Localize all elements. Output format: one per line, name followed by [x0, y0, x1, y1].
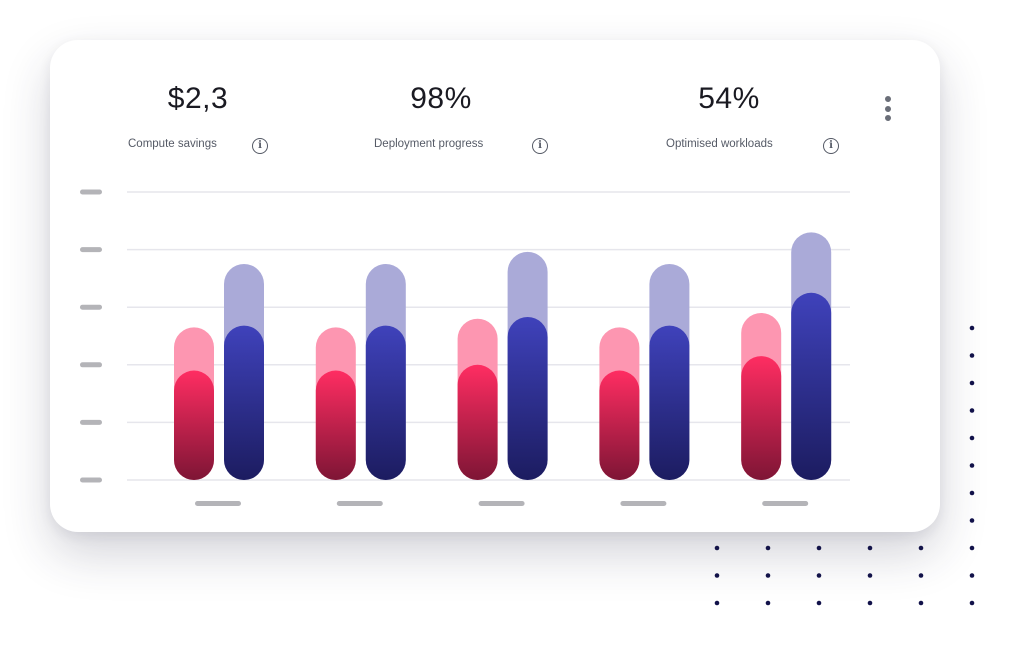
y-tick-label — [80, 419, 102, 425]
pattern-dot — [969, 408, 975, 413]
bar-chart — [80, 189, 850, 506]
pattern-dot — [969, 435, 975, 441]
stat-label: Optimised workloads — [666, 138, 773, 150]
bar-pink-front — [741, 356, 782, 480]
x-tick-label — [478, 501, 525, 506]
x-tick-label — [620, 501, 667, 506]
pattern-dot — [816, 545, 822, 551]
x-tick-label — [762, 501, 809, 506]
pattern-dot — [867, 573, 873, 578]
stat-value: 54% — [698, 82, 760, 115]
y-tick-label — [80, 304, 102, 310]
stat-label: Deployment progress — [374, 138, 484, 150]
stat-label: Compute savings — [128, 138, 217, 150]
pattern-dot — [765, 600, 771, 606]
bar-blue-front — [365, 325, 406, 480]
y-tick-label — [80, 477, 102, 483]
y-tick-label — [80, 247, 102, 253]
pattern-dot — [969, 573, 975, 578]
pattern-dot — [714, 600, 720, 606]
pattern-dot — [969, 325, 975, 331]
bar-blue-front — [791, 292, 832, 480]
stats-card: $2,3 Compute savings i 98% Deployment pr… — [50, 40, 940, 532]
bar-pink-front — [315, 370, 356, 480]
y-tick-label — [80, 362, 102, 368]
stat-value: 98% — [410, 82, 472, 115]
pattern-dot — [765, 545, 771, 551]
bar-pink-front — [174, 370, 214, 480]
pattern-dot — [969, 600, 975, 606]
bar-blue-front — [224, 325, 264, 480]
pattern-dot — [969, 490, 975, 496]
bar-blue-front — [507, 316, 548, 480]
pattern-dot — [867, 600, 873, 606]
pattern-dot — [816, 573, 822, 578]
pattern-dot — [918, 600, 924, 606]
pattern-dot — [714, 573, 720, 578]
pattern-dot — [969, 463, 975, 468]
pattern-dot — [918, 545, 924, 551]
stat-value: $2,3 — [167, 82, 229, 115]
pattern-dot — [969, 353, 975, 358]
bar-pink-front — [457, 364, 498, 480]
x-tick-label — [336, 501, 383, 506]
pattern-dot — [918, 573, 924, 578]
y-tick-label — [80, 189, 102, 195]
pattern-dot — [969, 545, 975, 551]
pattern-dot — [816, 600, 822, 606]
more-vertical-icon[interactable] — [882, 96, 894, 126]
x-tick-label — [195, 501, 241, 506]
pattern-dot — [969, 380, 975, 386]
info-icon[interactable]: i — [823, 138, 839, 154]
pattern-dot — [969, 518, 975, 523]
pattern-dot — [714, 545, 720, 551]
info-icon[interactable]: i — [532, 138, 548, 154]
info-icon[interactable]: i — [252, 138, 268, 154]
bar-pink-front — [599, 370, 640, 480]
pattern-dot — [765, 573, 771, 578]
pattern-dot — [867, 545, 873, 551]
bar-blue-front — [649, 325, 690, 480]
